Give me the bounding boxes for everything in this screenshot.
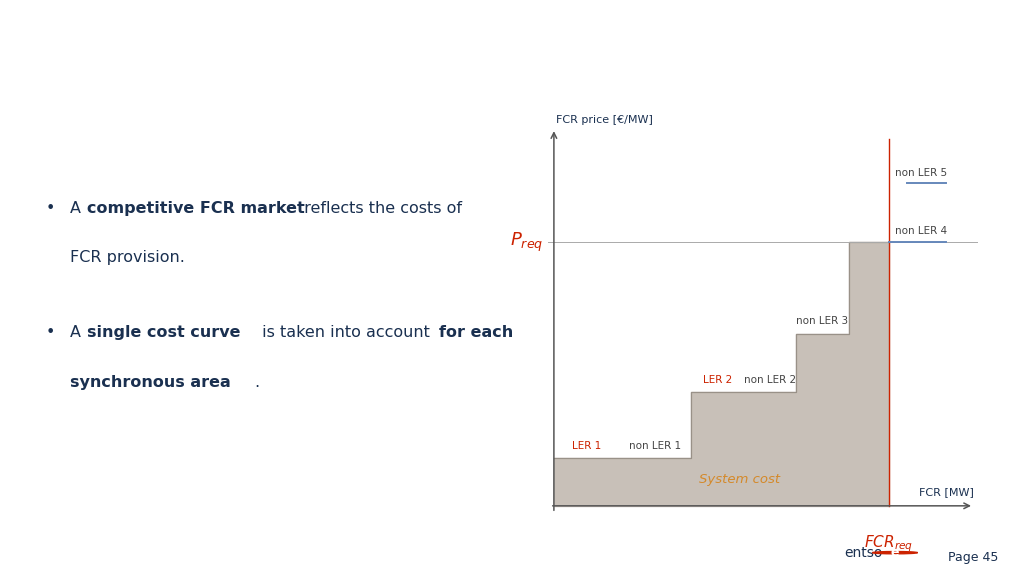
Text: •: • xyxy=(45,325,55,340)
Text: A: A xyxy=(70,200,86,215)
Text: non LER 4: non LER 4 xyxy=(895,226,947,236)
Text: synchronous area: synchronous area xyxy=(70,375,230,390)
Text: $P_{req}$: $P_{req}$ xyxy=(511,230,544,253)
Text: FCR cost curves assumptions: FCR cost curves assumptions xyxy=(23,63,370,87)
Text: non LER 3: non LER 3 xyxy=(797,316,849,326)
Text: FCR provision.: FCR provision. xyxy=(70,251,185,266)
Text: $FCR_{req}$: $FCR_{req}$ xyxy=(864,533,913,554)
Text: entso: entso xyxy=(845,545,883,560)
Text: Page 45: Page 45 xyxy=(948,551,998,564)
Text: is taken into account: is taken into account xyxy=(257,325,435,340)
Text: non LER 5: non LER 5 xyxy=(895,168,947,178)
Text: non LER 1: non LER 1 xyxy=(629,441,681,451)
Text: FCR price [€/MW]: FCR price [€/MW] xyxy=(556,115,652,124)
Text: LER 2: LER 2 xyxy=(702,375,732,385)
Text: for each: for each xyxy=(438,325,513,340)
Text: non LER 2: non LER 2 xyxy=(743,375,796,385)
Text: CBA Methodology Proposal: CBA Methodology Proposal xyxy=(23,17,467,45)
Circle shape xyxy=(872,552,918,554)
Text: e: e xyxy=(891,546,899,559)
Text: competitive FCR market: competitive FCR market xyxy=(87,200,305,215)
Text: LER 1: LER 1 xyxy=(571,441,601,451)
Text: reflects the costs of: reflects the costs of xyxy=(299,200,462,215)
Text: System cost: System cost xyxy=(699,473,780,486)
Text: .: . xyxy=(254,375,259,390)
Polygon shape xyxy=(554,242,889,506)
Text: FCR [MW]: FCR [MW] xyxy=(919,487,974,497)
Text: •: • xyxy=(45,200,55,215)
Text: A: A xyxy=(70,325,86,340)
Text: single cost curve: single cost curve xyxy=(87,325,241,340)
